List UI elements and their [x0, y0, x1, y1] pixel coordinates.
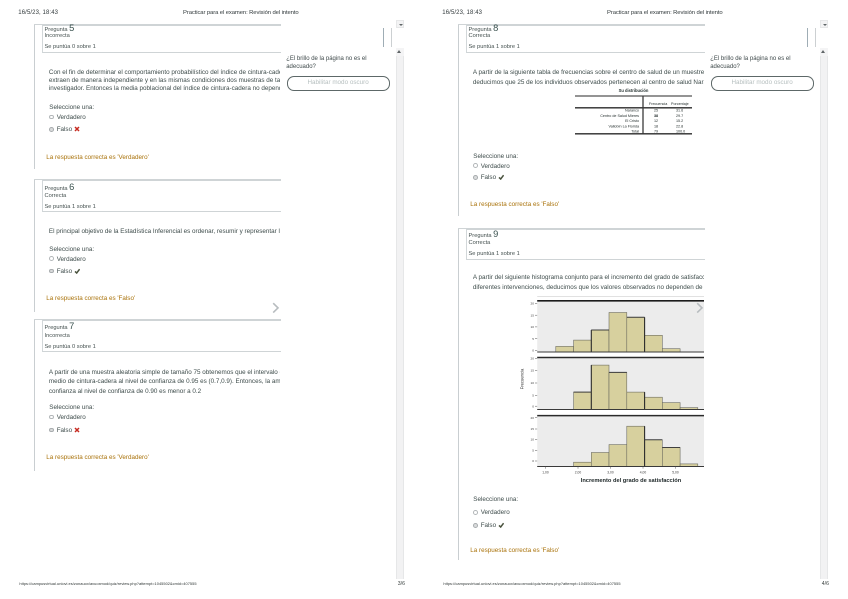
svg-text:2,00: 2,00: [575, 471, 582, 475]
svg-text:4,00: 4,00: [640, 471, 647, 475]
svg-text:5: 5: [532, 449, 534, 453]
svg-text:5: 5: [532, 394, 534, 398]
svg-text:20: 20: [531, 302, 535, 306]
svg-text:5,00: 5,00: [672, 471, 679, 475]
svg-text:12: 12: [654, 119, 658, 123]
svg-text:15: 15: [531, 369, 535, 373]
svg-text:25: 25: [654, 109, 658, 113]
svg-text:Vallobín La Florida: Vallobín La Florida: [609, 124, 640, 128]
svg-text:29.7: 29.7: [676, 114, 683, 118]
svg-text:18: 18: [654, 124, 658, 128]
svg-text:15: 15: [531, 313, 535, 317]
svg-text:15.2: 15.2: [676, 119, 683, 123]
svg-text:79: 79: [654, 129, 658, 133]
svg-text:20: 20: [531, 416, 535, 420]
svg-text:0: 0: [532, 404, 534, 408]
svg-text:20: 20: [531, 356, 535, 360]
svg-text:10: 10: [531, 325, 535, 329]
svg-text:Incremento del grado de satisf: Incremento del grado de satisfacción: [581, 478, 682, 484]
svg-text:El Cristo: El Cristo: [625, 119, 639, 123]
svg-text:15: 15: [531, 427, 535, 431]
svg-text:10: 10: [531, 381, 535, 385]
svg-text:3,00: 3,00: [607, 471, 614, 475]
svg-text:100.0: 100.0: [676, 129, 685, 133]
svg-text:10: 10: [531, 438, 535, 442]
svg-text:Naranco: Naranco: [625, 109, 639, 113]
svg-text:0: 0: [532, 459, 534, 463]
svg-text:Frecuencia: Frecuencia: [649, 102, 668, 106]
svg-text:22.8: 22.8: [676, 124, 683, 128]
svg-text:Porcentaje: Porcentaje: [671, 102, 689, 106]
svg-text:Total: Total: [631, 129, 639, 133]
svg-text:Frecuencia: Frecuencia: [520, 368, 525, 389]
svg-text:31.6: 31.6: [676, 109, 683, 113]
svg-text:0: 0: [532, 348, 534, 352]
svg-text:38: 38: [654, 114, 658, 118]
svg-text:1,00: 1,00: [542, 471, 549, 475]
svg-text:5: 5: [532, 337, 534, 341]
svg-text:Centro de Salud Mieres: Centro de Salud Mieres: [600, 114, 639, 118]
